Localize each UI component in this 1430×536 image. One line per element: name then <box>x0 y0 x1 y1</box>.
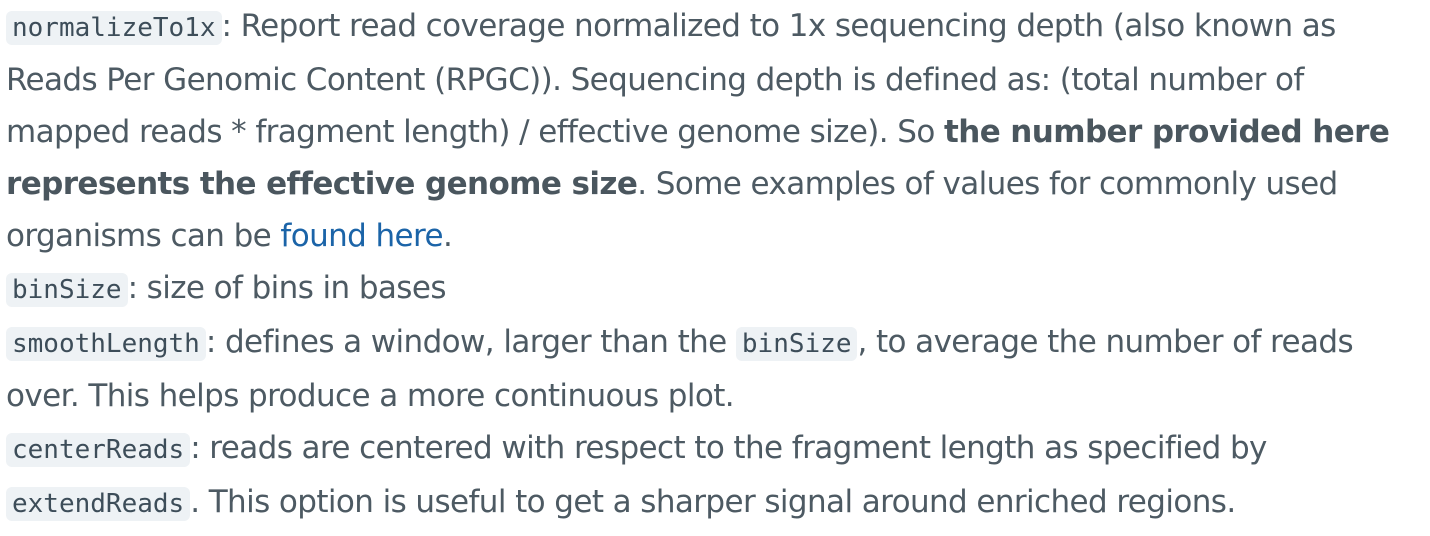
found-here-link[interactable]: found here <box>280 218 443 254</box>
code-normalizeTo1x: normalizeTo1x <box>6 11 222 45</box>
parameter-descriptions: normalizeTo1x: Report read coverage norm… <box>6 0 1426 530</box>
code-extendReads: extendReads <box>6 487 191 521</box>
normalize-bold-text: the number provided here represents the … <box>6 114 1390 202</box>
param-smoothlength: smoothLength: defines a window, larger t… <box>6 316 1426 422</box>
code-centerReads: centerReads <box>6 433 191 467</box>
center-desc-2: . This option is useful to get a sharper… <box>190 484 1236 520</box>
normalize-desc-2: . Some examples of values for commonly u… <box>6 166 1338 254</box>
param-centerreads: centerReads: reads are centered with res… <box>6 422 1426 530</box>
binsize-desc: : size of bins in bases <box>127 270 447 306</box>
smooth-desc-1: : defines a window, larger than the <box>205 324 736 360</box>
normalize-desc-3: . <box>442 218 453 254</box>
center-desc-1: : reads are centered with respect to the… <box>190 430 1267 466</box>
code-binSize: binSize <box>6 273 128 307</box>
param-normalize: normalizeTo1x: Report read coverage norm… <box>6 0 1426 262</box>
param-binsize: binSize: size of bins in bases <box>6 262 1426 316</box>
code-binSize-inline: binSize <box>735 327 858 361</box>
smooth-desc-2: , to average the number of reads over. T… <box>6 324 1354 414</box>
normalize-desc-1: : Report read coverage normalized to 1x … <box>6 8 1336 150</box>
code-smoothLength: smoothLength <box>6 327 206 361</box>
